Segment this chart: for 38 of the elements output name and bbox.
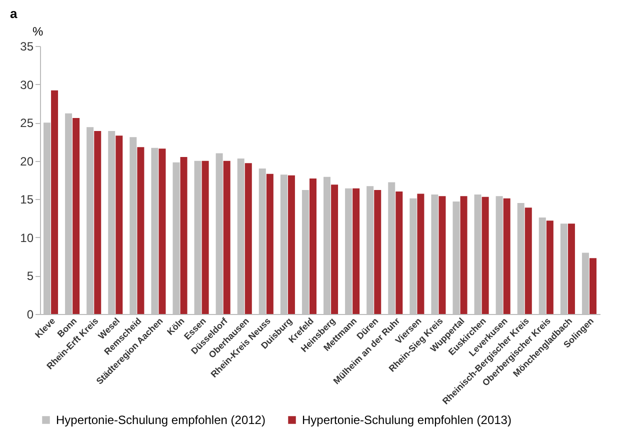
y-axis-title: % (32, 24, 44, 38)
bar (352, 188, 360, 314)
legend-label: Hypertonie-Schulung empfohlen (2013) (302, 413, 512, 427)
bar (590, 258, 596, 314)
bar (396, 191, 403, 314)
y-tick-label: 5 (26, 269, 34, 284)
bar (137, 147, 144, 314)
bar (460, 196, 468, 314)
bar (482, 196, 489, 314)
bar (524, 208, 532, 314)
bar (94, 130, 102, 314)
bar (116, 136, 123, 314)
bar (568, 224, 575, 314)
bar (331, 184, 338, 314)
y-tick-label: 15 (20, 192, 34, 207)
bar (202, 160, 209, 314)
bar (438, 196, 446, 314)
bar (374, 190, 382, 314)
bar (310, 178, 316, 314)
bar (503, 198, 510, 314)
y-tick-label: 10 (20, 230, 34, 245)
y-tick-label: 20 (20, 154, 34, 168)
y-tick-label: 30 (20, 78, 34, 92)
bar (72, 118, 80, 314)
y-tick-label: 35 (20, 40, 34, 54)
bar (180, 157, 188, 314)
y-tick-label: 25 (20, 116, 34, 130)
bar (288, 175, 295, 314)
legend-label: Hypertonie-Schulung empfohlen (2012) (56, 413, 266, 427)
bar (244, 163, 252, 314)
bar (417, 194, 424, 314)
bar (546, 220, 554, 314)
bar (158, 148, 166, 314)
bar (266, 174, 274, 314)
chart-title: a (10, 6, 18, 21)
bar (223, 160, 230, 314)
y-tick-label: 0 (26, 308, 34, 322)
bar (51, 90, 58, 314)
